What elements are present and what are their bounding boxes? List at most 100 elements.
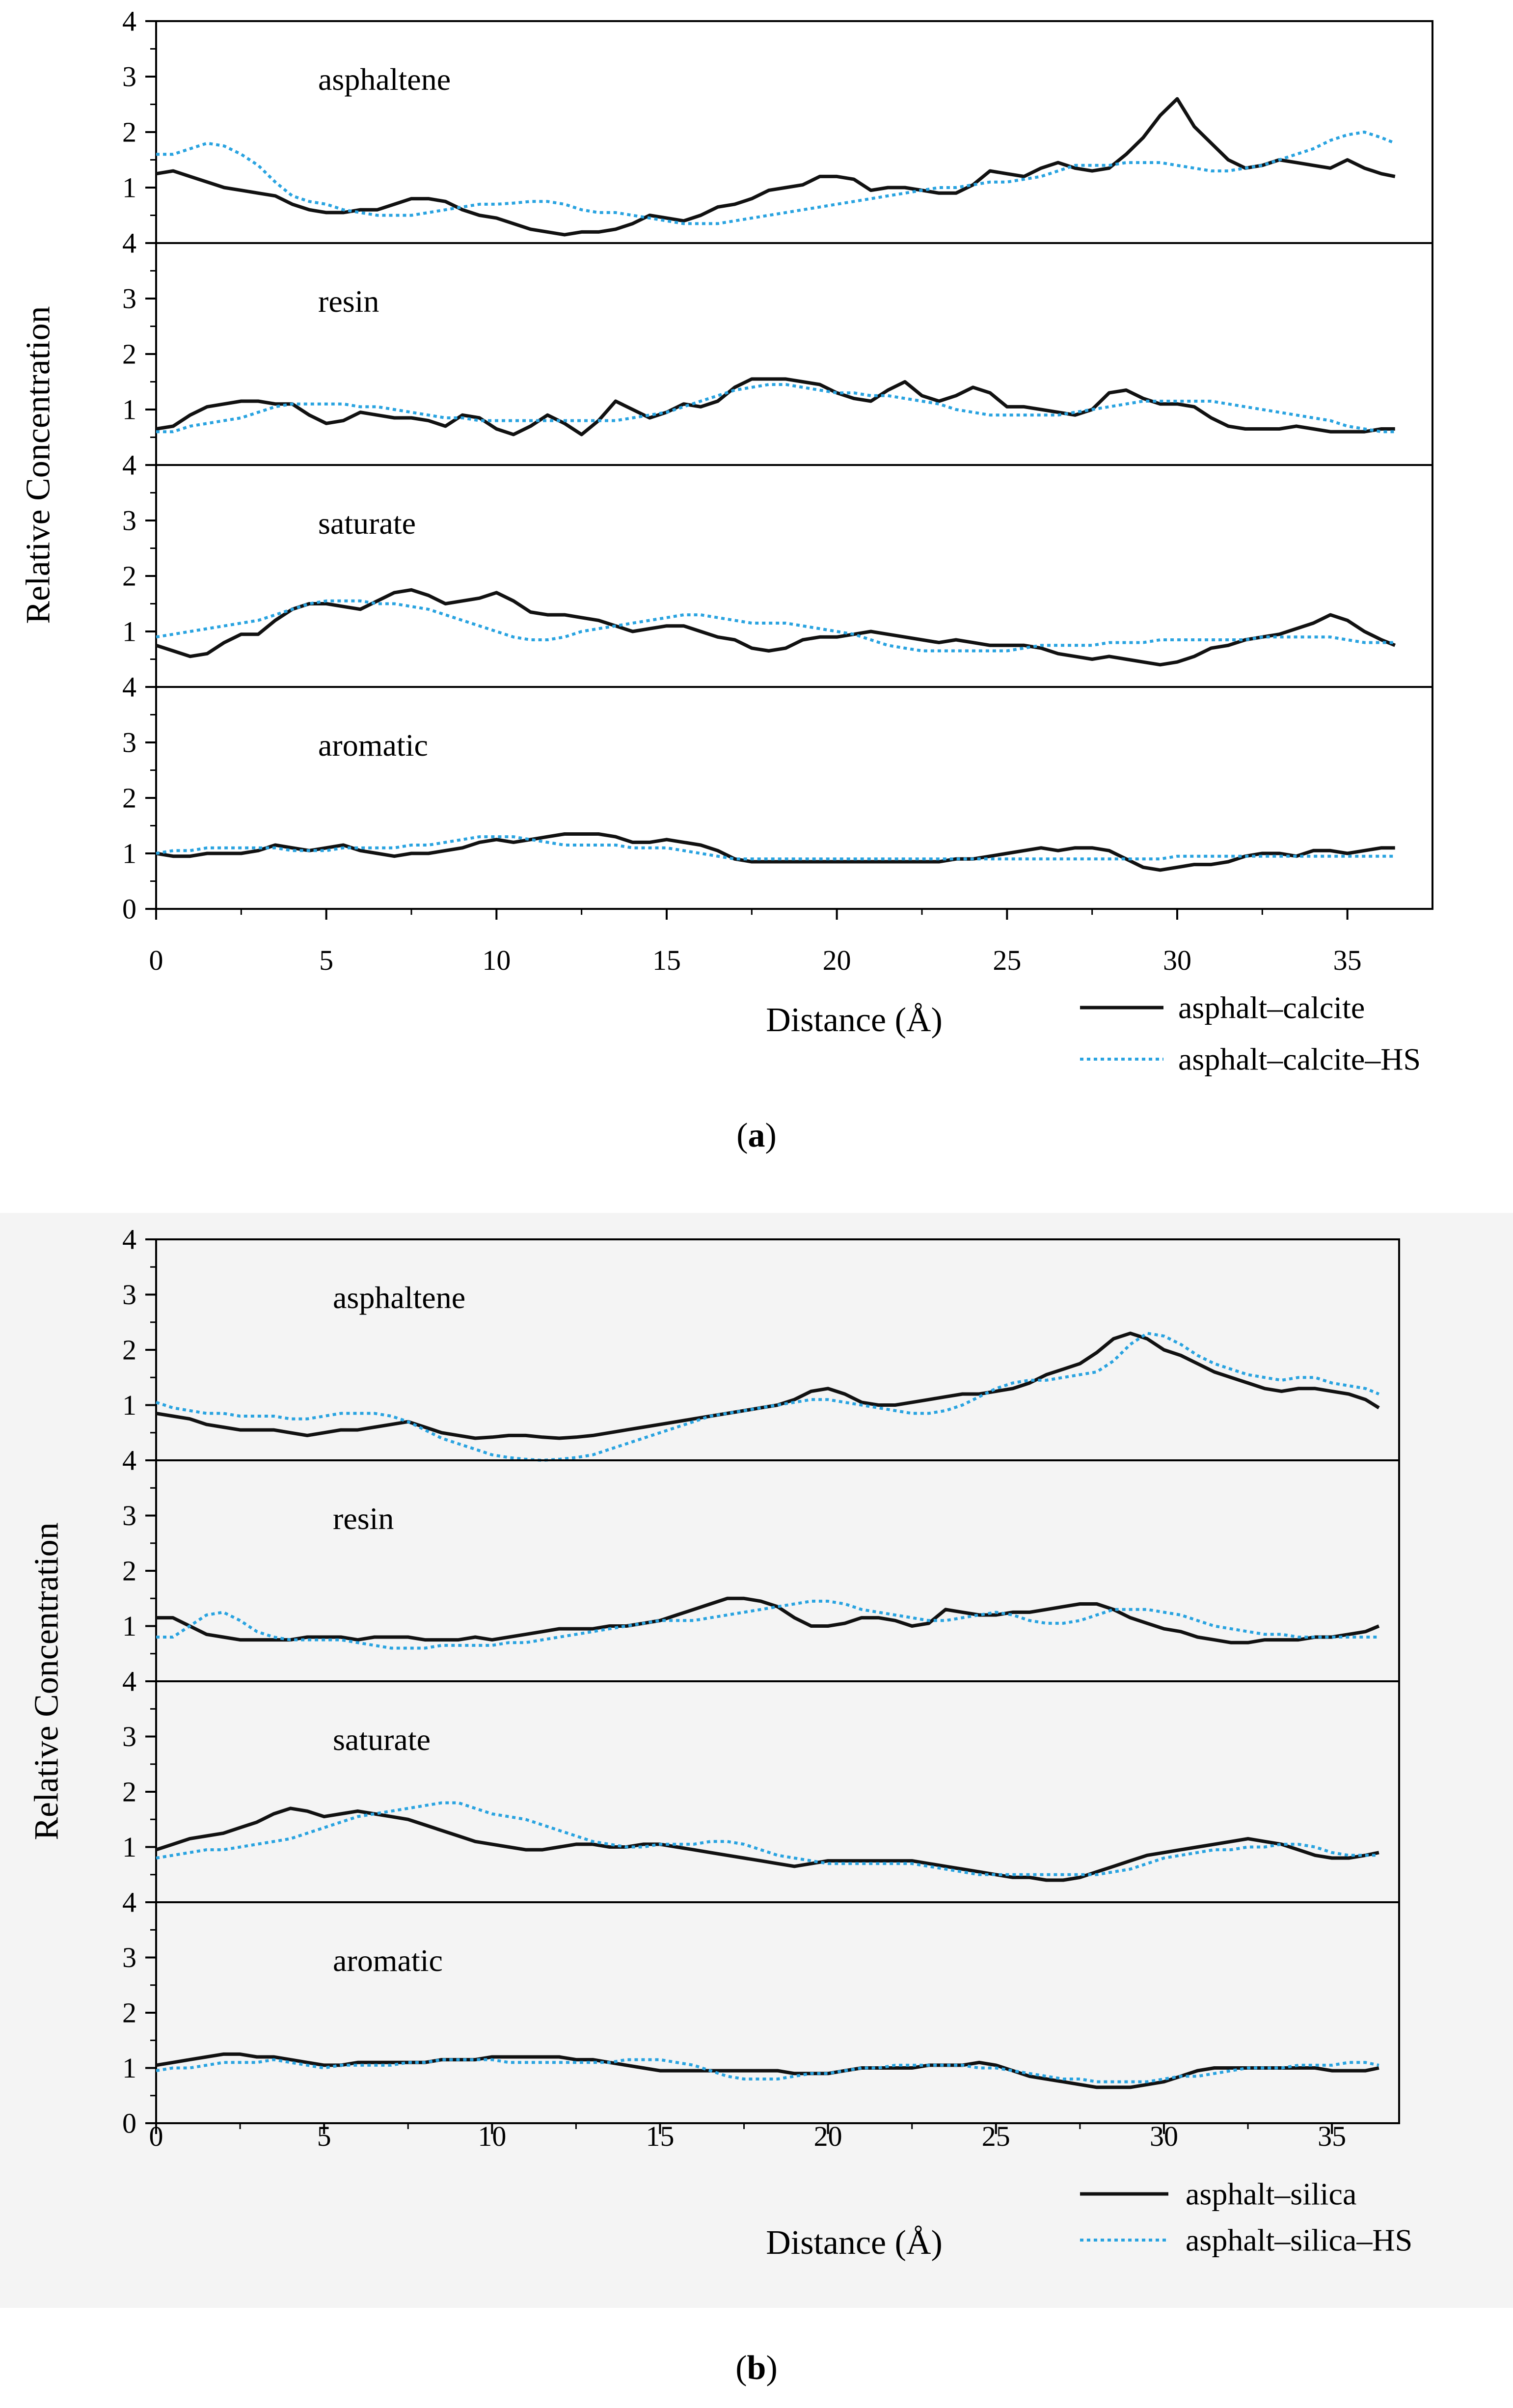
y-tick-label: 0 [122,2107,136,2139]
y-tick-label: 2 [122,1776,136,1808]
y-axis-label: Relative Concentration [28,1522,66,1840]
panel-label-asphaltene: asphaltene [333,1280,465,1315]
panel-label-aromatic: aromatic [333,1943,443,1978]
y-tick-label: 4 [122,671,136,703]
panel-asphaltene: 1 2 3 4 asphaltene [122,1224,1400,1462]
y-tick-label: 1 [122,2052,136,2084]
panel-frame [155,242,1433,466]
series-line-saturate-base [155,1806,1379,1882]
y-tick-label: 4 [122,449,136,481]
panel-label-aromatic: aromatic [318,728,428,763]
series-line-aromatic-base [156,2052,1379,2089]
y-tick-label: 2 [122,782,136,814]
y-tick-label: 1 [122,1389,136,1421]
y-tick-label: 2 [122,1334,136,1366]
x-tick-label: 10 [478,2120,506,2152]
panel-label-saturate: saturate [318,506,416,541]
y-tick-label: 2 [122,116,136,148]
chart-a: 1 2 3 4 asphaltene 1 2 3 4 resin 1 2 3 4 saturate 0 1 2 3 4… [20,5,1433,1154]
x-tick-label: 5 [319,944,333,976]
x-tick-label: 20 [823,944,851,976]
panel-frame [155,20,1433,244]
y-tick-label: 3 [122,1279,136,1311]
y-tick-label: 4 [122,1445,136,1477]
y-tick-label: 4 [122,1224,136,1256]
x-tick-label: 25 [982,2120,1010,2152]
legend-label-base: asphalt–silica [1186,2177,1356,2212]
x-tick-label: 0 [149,944,163,976]
series-line-resin-hs [156,1599,1379,1650]
y-tick-label: 1 [122,1831,136,1863]
panel-aromatic: 0 1 2 3 4 aromatic [122,1887,1400,2139]
x-axis-label: Distance (Å) [766,1001,943,1039]
series-line-aromatic-base [156,832,1395,872]
y-tick-label: 1 [122,172,136,204]
x-tick-label: 35 [1318,2120,1346,2152]
series-line-saturate-hs [156,1801,1379,1876]
y-tick-label: 0 [122,893,136,925]
series-line-resin-base [156,1596,1380,1644]
series-line-resin-hs [156,383,1395,434]
panel-frame [155,686,1433,910]
x-axis-label: Distance (Å) [766,2224,943,2262]
panel-label-resin: resin [318,284,379,319]
series-line-saturate-hs [156,599,1395,653]
panel-saturate: 1 2 3 4 saturate [122,1666,1400,1903]
y-tick-label: 1 [122,394,136,426]
y-tick-label: 4 [122,5,136,37]
y-tick-label: 4 [122,1887,136,1918]
figure-caption: (b) [735,2349,778,2387]
series-line-asphaltene-hs [156,1332,1380,1462]
chart-b: 1 2 3 4 asphaltene 1 2 3 4 resin 1 2 3 4 saturate 0 1 2 3 4… [0,1213,1513,2387]
y-tick-label: 2 [122,560,136,592]
legend-label-hs: asphalt–calcite–HS [1178,1042,1421,1077]
panel-label-asphaltene: asphaltene [318,62,451,97]
figure-caption: (a) [736,1117,777,1154]
x-tick-label: 15 [646,2120,674,2152]
series-line-asphaltene-hs [156,131,1396,225]
y-tick-label: 2 [122,1997,136,2029]
x-tick-label: 30 [1150,2120,1178,2152]
panel-frame [155,464,1433,688]
x-tick-label: 5 [317,2120,331,2152]
y-tick-label: 2 [122,338,136,370]
panel-aromatic: 0 1 2 3 4 aromatic [122,671,1433,925]
legend-label-base: asphalt–calcite [1178,990,1365,1025]
panel-saturate: 1 2 3 4 saturate [122,449,1433,688]
series-line-aromatic-hs [156,835,1395,861]
panel-label-saturate: saturate [333,1722,431,1757]
series-line-asphaltene-base [156,1331,1380,1440]
x-tick-label: 10 [482,944,511,976]
series-line-asphaltene-base [156,97,1396,237]
y-axis-label: Relative Concentration [20,306,57,624]
x-tick-label: 20 [814,2120,842,2152]
y-tick-label: 3 [122,283,136,315]
x-tick-label: 35 [1333,944,1362,976]
legend: asphalt–calcite asphalt–calcite–HS [1080,990,1421,1077]
y-tick-label: 2 [122,1555,136,1587]
chart-background [0,1213,1513,2308]
y-tick-label: 1 [122,616,136,648]
legend: asphalt–silica asphalt–silica–HS [1080,2177,1412,2258]
y-tick-label: 4 [122,227,136,259]
series-line-saturate-base [155,588,1396,667]
y-tick-label: 3 [122,1721,136,1752]
x-tick-label: 30 [1163,944,1191,976]
y-tick-label: 1 [122,838,136,870]
x-tick-label: 25 [993,944,1021,976]
panel-resin: 1 2 3 4 resin [122,227,1433,466]
y-tick-label: 1 [122,1610,136,1642]
y-tick-label: 3 [122,1942,136,1973]
series-line-resin-base [156,377,1395,437]
y-tick-label: 3 [122,1500,136,1532]
x-tick-label: 15 [652,944,681,976]
y-tick-label: 3 [122,61,136,93]
legend-label-hs: asphalt–silica–HS [1186,2223,1412,2258]
y-tick-label: 4 [122,1666,136,1697]
x-tick-label: 0 [149,2120,163,2152]
y-tick-label: 3 [122,505,136,537]
panel-label-resin: resin [333,1501,394,1536]
y-tick-label: 3 [122,727,136,759]
panel-asphaltene: 1 2 3 4 asphaltene [122,5,1433,244]
